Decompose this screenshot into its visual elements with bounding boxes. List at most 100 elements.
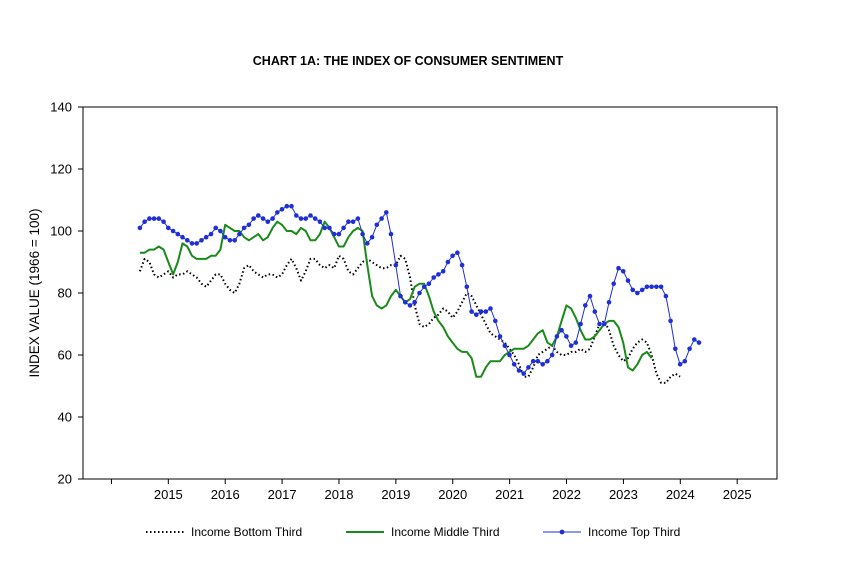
data-point-top — [592, 309, 598, 314]
data-point-top — [507, 352, 512, 358]
data-point-top — [341, 225, 346, 231]
y-tick-label: 100 — [50, 224, 72, 239]
y-tick-label: 140 — [50, 100, 72, 115]
data-point-top — [379, 216, 384, 221]
data-point-top — [493, 318, 498, 324]
data-point-top — [564, 334, 569, 339]
data-point-top — [559, 327, 564, 333]
data-point-top — [185, 238, 190, 243]
data-point-top — [483, 309, 489, 314]
data-point-top — [677, 362, 683, 367]
data-point-top — [180, 234, 185, 240]
data-point-top — [535, 358, 541, 364]
data-point-top — [388, 231, 394, 237]
x-tick-label: 2024 — [666, 487, 695, 502]
x-tick-label: 2020 — [438, 487, 467, 502]
x-tick-label: 2018 — [325, 487, 354, 502]
data-point-top — [308, 213, 313, 218]
x-axis: 2015 2016 2017 2018 2019 2020 2021 2022 2023 2024… — [110, 479, 752, 502]
y-tick-label: 120 — [50, 162, 72, 177]
data-point-top — [336, 231, 342, 237]
data-point-top — [317, 219, 323, 224]
data-point-top — [530, 358, 536, 364]
data-point-top — [218, 228, 223, 234]
data-point-top — [625, 278, 631, 283]
data-point-top — [445, 259, 451, 265]
data-point-top — [635, 290, 640, 296]
data-point-top — [554, 334, 560, 339]
data-point-top — [170, 228, 176, 234]
data-point-top — [687, 346, 692, 352]
y-tick-label: 20 — [58, 472, 72, 487]
x-tick-label: 2025 — [723, 487, 752, 502]
data-point-top — [393, 262, 399, 268]
legend-label-top: Income Top Third — [588, 525, 680, 539]
x-tick-label: 2015 — [154, 487, 183, 502]
legend-item-middle: Income Middle Third — [346, 525, 500, 539]
data-point-top — [469, 309, 474, 314]
legend-item-top: Income Top Third — [543, 525, 680, 539]
series-line-middle — [139, 220, 653, 378]
y-tick-label: 60 — [58, 348, 72, 363]
data-point-top — [294, 213, 299, 218]
series-layer — [137, 203, 702, 384]
data-point-top — [407, 303, 413, 308]
data-point-top — [488, 306, 493, 311]
data-point-top — [573, 340, 579, 345]
x-tick-label: 2017 — [268, 487, 297, 502]
data-point-top — [440, 269, 446, 274]
data-point-top — [602, 321, 607, 327]
data-point-top — [658, 284, 664, 290]
x-tick-label: 2016 — [211, 487, 240, 502]
data-point-top — [549, 352, 555, 358]
data-point-top — [384, 210, 389, 215]
data-point-top — [237, 231, 242, 237]
data-point-top — [312, 216, 318, 221]
data-point-top — [227, 238, 233, 243]
data-point-top — [616, 265, 621, 271]
data-point-top — [421, 284, 427, 290]
data-point-top — [175, 231, 181, 237]
data-point-top — [639, 287, 645, 293]
x-tick-label: 2022 — [552, 487, 581, 502]
data-point-top — [606, 300, 612, 305]
data-point-top — [692, 337, 697, 342]
y-axis: 20 40 60 80 100 120 140 — [50, 100, 83, 487]
data-point-top — [417, 290, 422, 296]
data-point-top — [450, 253, 455, 259]
data-point-top — [583, 303, 588, 308]
data-point-top — [260, 216, 266, 221]
data-point-top — [620, 269, 626, 274]
legend-label-bottom: Income Bottom Third — [191, 525, 302, 539]
data-point-top — [402, 300, 408, 305]
data-point-top — [213, 225, 218, 231]
data-point-top — [346, 219, 351, 224]
data-point-top — [298, 216, 304, 221]
data-point-top — [251, 216, 256, 221]
y-tick-label: 80 — [58, 286, 72, 301]
data-point-top — [654, 284, 659, 290]
data-point-top — [478, 309, 484, 314]
data-point-top — [142, 219, 147, 224]
data-point-top — [682, 358, 688, 364]
data-point-top — [649, 284, 654, 290]
data-point-top — [497, 334, 503, 339]
data-point-top — [540, 362, 545, 367]
data-point-top — [360, 231, 365, 237]
data-point-top — [611, 281, 616, 287]
data-point-top — [426, 281, 432, 287]
data-point-top — [156, 216, 162, 221]
series-line-bottom — [138, 254, 681, 384]
data-point-top — [630, 287, 635, 293]
chart-title: CHART 1A: THE INDEX OF CONSUMER SENTIMEN… — [253, 54, 564, 68]
data-point-top — [350, 219, 356, 224]
legend-item-bottom: Income Bottom Third — [146, 525, 302, 539]
data-point-top — [222, 234, 228, 240]
data-point-top — [597, 321, 602, 327]
legend: Income Bottom Third Income Middle Third … — [146, 525, 680, 539]
data-point-top — [696, 340, 702, 345]
data-point-top — [516, 368, 522, 373]
data-point-top — [663, 293, 669, 299]
data-point-top — [246, 222, 252, 228]
data-point-top — [161, 219, 166, 224]
